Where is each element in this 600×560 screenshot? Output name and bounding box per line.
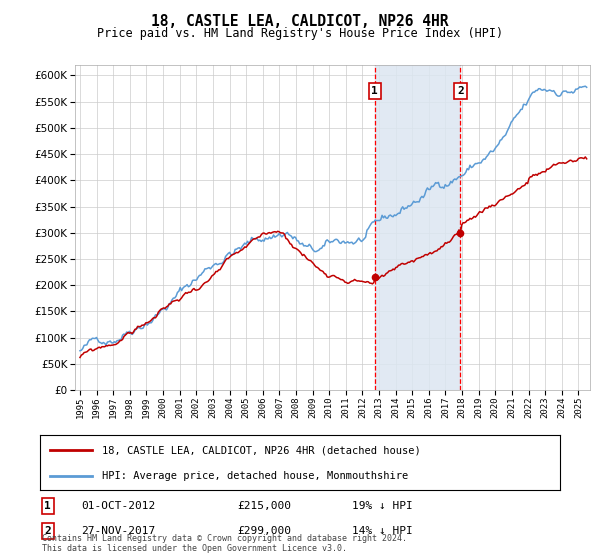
Text: 14% ↓ HPI: 14% ↓ HPI (352, 526, 413, 536)
Text: 27-NOV-2017: 27-NOV-2017 (82, 526, 156, 536)
Text: £215,000: £215,000 (238, 501, 292, 511)
Text: 19% ↓ HPI: 19% ↓ HPI (352, 501, 413, 511)
Bar (375, 65, 460, 390)
Text: 01-OCT-2012: 01-OCT-2012 (82, 501, 156, 511)
Text: Contains HM Land Registry data © Crown copyright and database right 2024.
This d: Contains HM Land Registry data © Crown c… (42, 534, 407, 553)
Text: £299,000: £299,000 (238, 526, 292, 536)
Text: 18, CASTLE LEA, CALDICOT, NP26 4HR (detached house): 18, CASTLE LEA, CALDICOT, NP26 4HR (deta… (103, 445, 421, 455)
Text: 2: 2 (44, 526, 51, 536)
Text: HPI: Average price, detached house, Monmouthshire: HPI: Average price, detached house, Monm… (103, 472, 409, 481)
Text: 1: 1 (44, 501, 51, 511)
Text: 2: 2 (457, 86, 464, 96)
Text: 18, CASTLE LEA, CALDICOT, NP26 4HR: 18, CASTLE LEA, CALDICOT, NP26 4HR (151, 14, 449, 29)
Text: Price paid vs. HM Land Registry's House Price Index (HPI): Price paid vs. HM Land Registry's House … (97, 27, 503, 40)
Text: 1: 1 (371, 86, 378, 96)
